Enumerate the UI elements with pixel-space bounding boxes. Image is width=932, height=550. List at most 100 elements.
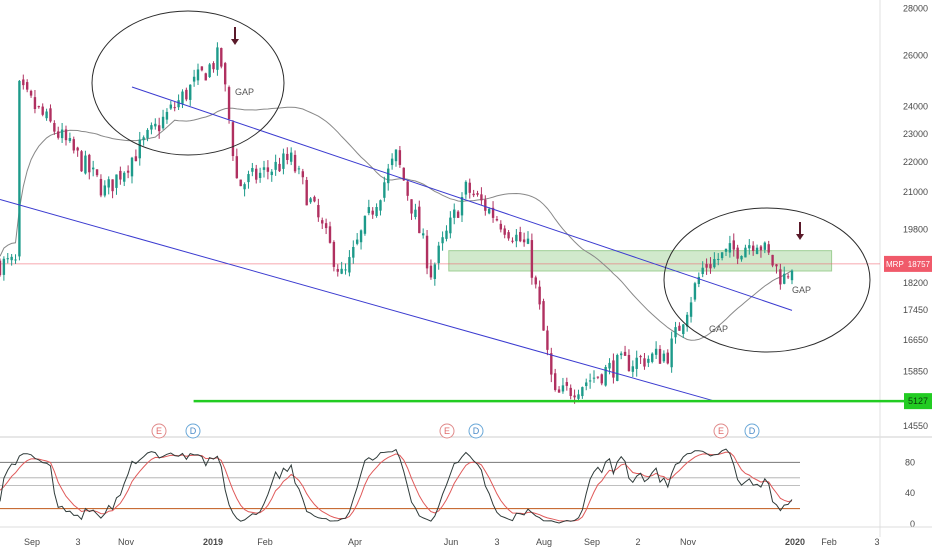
candle-body (604, 367, 607, 386)
dividend-marker-circle (468, 423, 484, 439)
candle-body (154, 123, 157, 127)
candle-body (185, 89, 188, 100)
candle-body (29, 90, 33, 96)
candle-body (565, 382, 569, 386)
candle-body (37, 106, 41, 108)
oscillator-pane: 80 40 0 (0, 448, 915, 529)
candle-body (697, 276, 701, 284)
gap-labels: GAP GAP GAP (235, 87, 811, 334)
candle-body (91, 167, 95, 170)
candle-body (406, 181, 409, 196)
channel-lower-line[interactable] (0, 198, 713, 402)
candle-body (355, 239, 359, 244)
candle-body (123, 172, 126, 182)
oscillator-main-line (0, 448, 793, 524)
candle-body (515, 234, 518, 242)
candle-body (130, 157, 134, 177)
candle-body (352, 246, 355, 258)
current-price-value: 18757 (908, 260, 931, 269)
time-tick-label: 2020 (785, 537, 805, 547)
down-arrow-head (231, 39, 239, 45)
time-tick-label: Nov (118, 537, 135, 547)
candle-body (150, 125, 153, 130)
candle-body (309, 198, 312, 203)
candle-body (701, 267, 704, 275)
candle-body (313, 196, 316, 202)
candle-body (340, 268, 343, 274)
candle-body (414, 209, 417, 217)
candle-body (301, 171, 305, 178)
earnings-marker-label: E (444, 426, 450, 436)
gap-label: GAP (235, 87, 254, 97)
highlight-ellipse-left[interactable] (91, 10, 285, 156)
candle-body (495, 219, 499, 221)
time-axis[interactable]: Sep 3 Nov 2019 Feb Apr Jun 3 Aug Sep 2 Nov 2020 Feb 3 (0, 526, 932, 547)
price-tick-label: 26000 (903, 51, 928, 61)
candle-body (449, 217, 452, 234)
candle-body (612, 360, 615, 378)
candle-body (200, 66, 204, 71)
candle-body (231, 122, 235, 157)
earnings-marker-label: E (718, 426, 724, 436)
time-tick-label: Sep (584, 537, 600, 547)
candle-body (41, 106, 44, 115)
candle-body (693, 283, 697, 300)
candle-body (243, 184, 246, 190)
price-tick-label: 19800 (903, 224, 928, 234)
channel-upper-line[interactable] (131, 86, 793, 311)
candle-body (658, 348, 662, 364)
time-tick-label: Feb (821, 537, 837, 547)
price-axis[interactable]: 2800026000240002300022000210001980018800… (903, 3, 928, 431)
candle-body (181, 91, 184, 104)
candle-body (266, 167, 270, 172)
candle-body (627, 354, 631, 372)
candle-body (336, 269, 339, 272)
candle-body (744, 247, 747, 258)
gap-label: GAP (709, 324, 728, 334)
candle-body (635, 357, 638, 369)
candle-body (608, 362, 611, 369)
candle-body (740, 255, 743, 260)
candle-body (33, 97, 37, 110)
candle-body (526, 238, 530, 244)
candle-body (631, 366, 635, 372)
candle-body (274, 161, 277, 170)
time-tick-label: Sep (24, 537, 40, 547)
earnings-marker-circle (713, 423, 729, 439)
candle-body (577, 394, 580, 399)
candle-body (57, 131, 60, 138)
candle-body (581, 387, 584, 397)
highlight-ellipse-right[interactable] (663, 207, 871, 353)
candle-body (227, 87, 231, 120)
candle-body (456, 211, 460, 218)
arrow-annotations (231, 27, 804, 240)
candle-body (433, 264, 437, 279)
candle-body (235, 156, 239, 179)
earnings-marker-circle (151, 423, 167, 439)
candle-body (557, 389, 561, 393)
candle-body (107, 179, 110, 188)
candle-body (297, 168, 301, 170)
candle-body (165, 111, 169, 120)
candle-body (476, 193, 479, 195)
candle-body (278, 163, 281, 172)
candle-body (247, 174, 250, 183)
candle-body (45, 111, 48, 119)
time-tick-label: Nov (680, 537, 697, 547)
current-price-tag (884, 255, 932, 272)
candle-body (771, 254, 774, 266)
candle-body (53, 123, 56, 132)
candle-body (600, 374, 603, 384)
candle-body (441, 237, 444, 244)
candle-body (6, 258, 9, 260)
candle-body (119, 170, 122, 180)
candle-body (491, 207, 495, 218)
candle-body (64, 129, 68, 141)
candle-body (169, 104, 173, 109)
candle-body (736, 247, 739, 259)
candle-body (14, 259, 17, 261)
symbol-label: MRP (886, 260, 904, 269)
candle-body (398, 150, 402, 165)
candle-body (709, 264, 712, 269)
